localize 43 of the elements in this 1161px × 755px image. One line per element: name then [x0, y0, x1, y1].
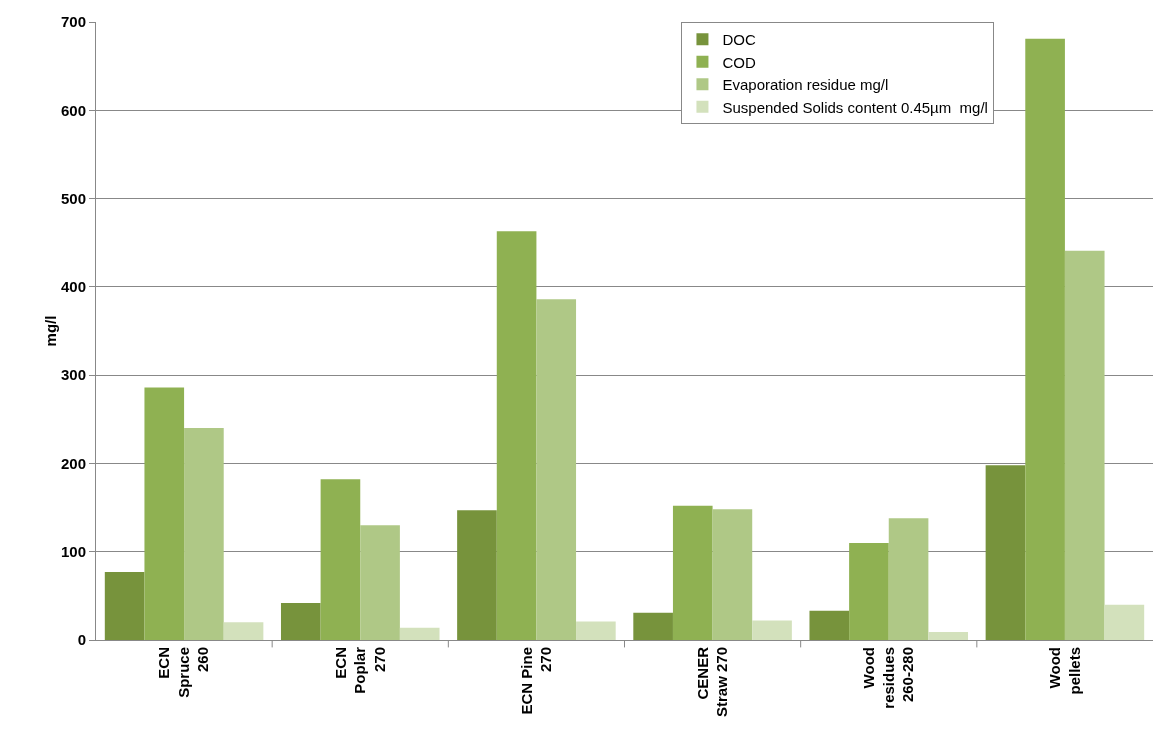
legend-label: Suspended Solids content 0.45µm mg/l — [722, 98, 988, 116]
bar — [985, 465, 1026, 640]
bar — [672, 505, 713, 640]
x-tick-label: CENER Straw 270 — [693, 646, 731, 718]
legend-label: COD — [722, 53, 756, 71]
bar — [223, 622, 264, 640]
y-tick-label: 700 — [60, 13, 86, 31]
bar — [144, 387, 185, 640]
x-tick-label: ECN Poplar 270 — [331, 646, 388, 694]
bar — [399, 627, 440, 640]
legend-label: Evaporation residue mg/l — [722, 76, 889, 94]
bar — [1104, 604, 1145, 640]
bar — [633, 612, 673, 640]
bar — [184, 428, 224, 640]
bar — [496, 231, 537, 640]
bar — [809, 610, 850, 640]
bar — [104, 572, 145, 640]
y-tick-label: 200 — [60, 454, 86, 472]
y-tick-label: 600 — [60, 101, 86, 119]
bar — [1064, 250, 1105, 640]
bar — [712, 509, 753, 640]
x-tick-label: ECN Spruce 260 — [155, 647, 212, 698]
legend-label: DOC — [722, 31, 756, 49]
y-tick-label: 100 — [60, 542, 86, 560]
bar — [536, 299, 577, 640]
bar — [928, 632, 969, 640]
bar — [457, 510, 497, 640]
bar — [360, 525, 400, 640]
y-tick-label: 400 — [60, 278, 86, 296]
bar — [576, 621, 616, 640]
y-tick-label: 0 — [77, 631, 86, 649]
bar — [888, 518, 929, 640]
y-axis-title: mg/l — [42, 315, 59, 347]
y-tick-label: 500 — [60, 189, 86, 207]
bar — [320, 479, 361, 640]
x-tick-label: ECN Pine 270 — [517, 647, 555, 715]
x-tick-label: Wood residues 260-280 — [860, 647, 917, 709]
bar — [280, 602, 321, 640]
bar — [1025, 38, 1065, 640]
bar — [849, 542, 889, 640]
y-tick-label: 300 — [60, 366, 86, 384]
x-tick-label: Wood pellets — [1046, 647, 1083, 695]
bar — [752, 620, 792, 640]
